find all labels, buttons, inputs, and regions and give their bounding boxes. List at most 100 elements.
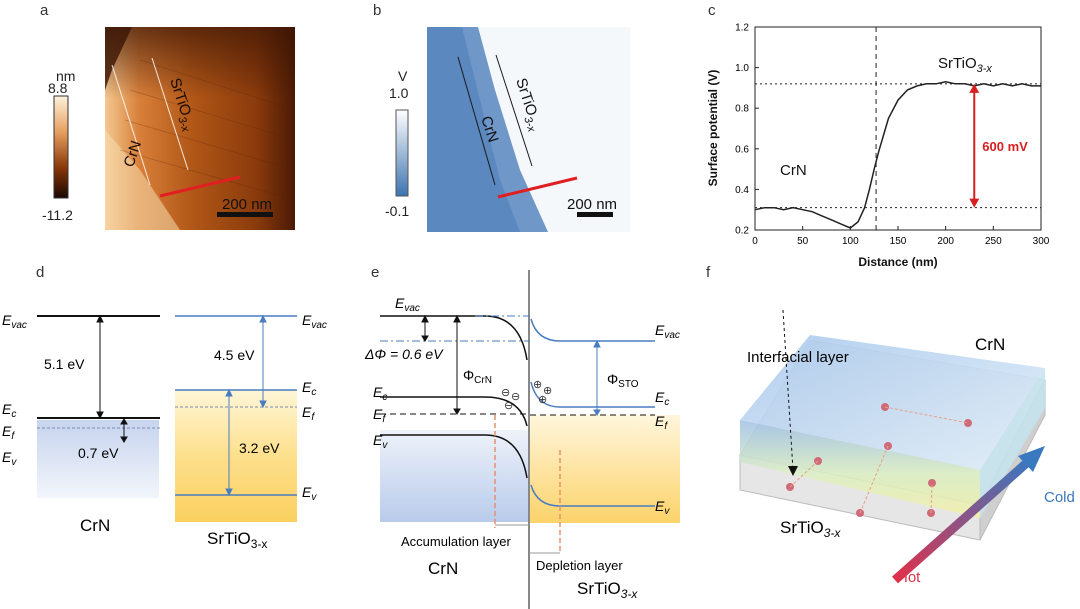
scale-bar-a bbox=[217, 212, 273, 217]
scale-bar-b bbox=[577, 212, 613, 217]
x-tick-label: 100 bbox=[842, 236, 859, 247]
panel-label-a: a bbox=[40, 2, 49, 19]
y-tick-label: 0.6 bbox=[735, 144, 749, 155]
crn-film-front bbox=[740, 420, 980, 518]
e-arrows bbox=[421, 314, 461, 415]
panel-d-band-diagram: Evac Ec Ef Ev Evac Ec Ef Ev 5.1 eV 0.7 e… bbox=[2, 312, 327, 551]
e-ec-left: Ec bbox=[373, 384, 387, 403]
interfacial-pointer bbox=[782, 309, 794, 471]
e-sto-arrow bbox=[593, 339, 601, 416]
panel-f-schematic: Interfacial layer CrN SrTiO3-x Cold Hot bbox=[739, 309, 1075, 586]
cold-label: Cold bbox=[1044, 489, 1075, 506]
phi-sto: ΦSTO bbox=[607, 371, 639, 390]
crn-ev-curve bbox=[380, 434, 528, 479]
d-ef-left: Ef bbox=[2, 423, 15, 442]
panel-label-e: e bbox=[371, 264, 380, 281]
sto-evac-curve bbox=[530, 318, 655, 342]
minus-charge-3: ⊖ bbox=[504, 400, 513, 412]
sto-affinity: 4.5 eV bbox=[214, 347, 255, 363]
d-crn-label: CrN bbox=[80, 516, 110, 535]
hot-label: Hot bbox=[897, 569, 921, 586]
d-ev-right: Ev bbox=[302, 484, 317, 503]
x-tick-label: 0 bbox=[752, 236, 758, 247]
y-tick-label: 0.2 bbox=[735, 226, 749, 237]
crn-ec-curve bbox=[380, 396, 528, 427]
gradient-arrow bbox=[892, 456, 1033, 584]
depletion-label: Depletion layer bbox=[536, 558, 623, 573]
x-axis-label: Distance (nm) bbox=[858, 255, 937, 269]
y-axis-label: Surface potential (V) bbox=[706, 70, 720, 187]
y-tick-label: 0.8 bbox=[735, 104, 749, 115]
colorbar-a bbox=[53, 95, 69, 199]
e-ev-right: Ev bbox=[655, 498, 670, 517]
surface-potential-chart: 0 50 100 150 200 250 300 0.2 0.4 0.6 0.8 1.0 1.2 600… bbox=[706, 23, 1050, 270]
crn-valence-band bbox=[37, 420, 159, 498]
max-b: 1.0 bbox=[389, 85, 409, 101]
interfacial-label: Interfacial layer bbox=[747, 349, 849, 366]
panel-a-afm: nm 8.8 -11.2 200 nm CrN SrTiO3-x bbox=[42, 27, 296, 230]
y-tick-label: 0.4 bbox=[735, 185, 749, 196]
accumulation-label: Accumulation layer bbox=[401, 534, 511, 549]
x-tick-label: 250 bbox=[985, 236, 1002, 247]
sto-ec-curve bbox=[530, 381, 655, 408]
e-evac-left: Evac bbox=[395, 295, 420, 314]
f-sto-label: SrTiO3-x bbox=[780, 518, 841, 540]
d-ec-left: Ec bbox=[2, 401, 16, 420]
e-ec-right: Ec bbox=[655, 389, 669, 408]
chart-label-crn: CrN bbox=[780, 162, 807, 179]
colorbar-b bbox=[395, 109, 409, 197]
panel-label-c: c bbox=[708, 2, 716, 19]
y-tick-label: 1.2 bbox=[735, 23, 749, 34]
e-ef-right: Ef bbox=[655, 413, 668, 432]
e-sto-label: SrTiO3-x bbox=[577, 579, 638, 601]
unit-b: V bbox=[398, 68, 408, 84]
scale-text-a: 200 nm bbox=[222, 196, 272, 213]
minus-charge-1: ⊖ bbox=[501, 387, 510, 399]
f-crn-label: CrN bbox=[975, 335, 1005, 354]
unit-a: nm bbox=[56, 68, 75, 84]
x-tick-label: 50 bbox=[797, 236, 809, 247]
x-tick-label: 200 bbox=[937, 236, 954, 247]
arrow-head-bottom bbox=[969, 198, 980, 208]
profile-line-a bbox=[159, 175, 241, 198]
panel-label-f: f bbox=[706, 264, 711, 281]
phi-crn: ΦCrN bbox=[463, 367, 492, 386]
d-ec-right: Ec bbox=[302, 379, 316, 398]
e-ev-left: Ev bbox=[373, 432, 388, 451]
sto-ev-curve bbox=[530, 484, 655, 507]
sto-arrows bbox=[225, 314, 267, 497]
panel-label-b: b bbox=[373, 2, 382, 19]
panel-label-d: d bbox=[36, 264, 45, 281]
crn-film-side bbox=[980, 368, 1045, 518]
profile-line-b bbox=[497, 176, 578, 199]
chart-label-sto: SrTiO3-x bbox=[938, 55, 992, 75]
plot-frame bbox=[754, 26, 1042, 231]
sto-bandgap: 3.2 eV bbox=[239, 440, 280, 456]
plus-charge-3: ⊕ bbox=[538, 394, 547, 406]
minus-charge-2: ⊖ bbox=[511, 391, 520, 403]
crn-gap: 0.7 eV bbox=[78, 445, 119, 461]
potential-line bbox=[754, 81, 1041, 229]
e-evac-right: Evac bbox=[655, 322, 680, 341]
crn-workfunction: 5.1 eV bbox=[44, 356, 85, 372]
e-crn-label: CrN bbox=[428, 559, 458, 578]
min-b: -0.1 bbox=[385, 203, 409, 219]
plus-charge-1: ⊕ bbox=[533, 379, 542, 391]
crn-film-top bbox=[740, 335, 1045, 470]
panel-b-kpfm: V 1.0 -0.1 200 nm CrN SrTiO3-x bbox=[385, 27, 630, 232]
y-tick-label: 1.0 bbox=[735, 63, 749, 74]
annotation-600mv: 600 mV bbox=[982, 139, 1028, 154]
d-ev-left: Ev bbox=[2, 449, 17, 468]
x-tick-label: 300 bbox=[1033, 236, 1050, 247]
sto-gap-region bbox=[175, 390, 297, 522]
min-a: -11.2 bbox=[42, 207, 73, 223]
d-evac-right: Evac bbox=[302, 312, 327, 331]
crn-arrows bbox=[96, 314, 128, 443]
x-tick-label: 150 bbox=[890, 236, 907, 247]
d-ef-right: Ef bbox=[302, 404, 315, 423]
delta-phi: ΔΦ = 0.6 eV bbox=[364, 346, 444, 362]
e-ef-left: Ef bbox=[373, 406, 386, 425]
max-a: 8.8 bbox=[48, 80, 68, 96]
d-evac-left: Evac bbox=[2, 312, 27, 331]
d-sto-label: SrTiO3-x bbox=[207, 529, 267, 551]
